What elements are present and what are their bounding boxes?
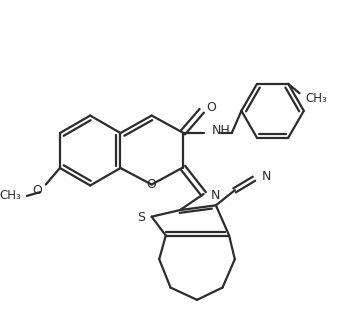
Text: N: N [261, 170, 271, 183]
Text: O: O [147, 178, 157, 191]
Text: CH₃: CH₃ [305, 93, 327, 106]
Text: NH: NH [212, 124, 231, 137]
Text: O: O [207, 101, 216, 115]
Text: S: S [137, 211, 145, 224]
Text: N: N [211, 189, 221, 202]
Text: O: O [32, 184, 42, 197]
Text: CH₃: CH₃ [0, 189, 21, 202]
